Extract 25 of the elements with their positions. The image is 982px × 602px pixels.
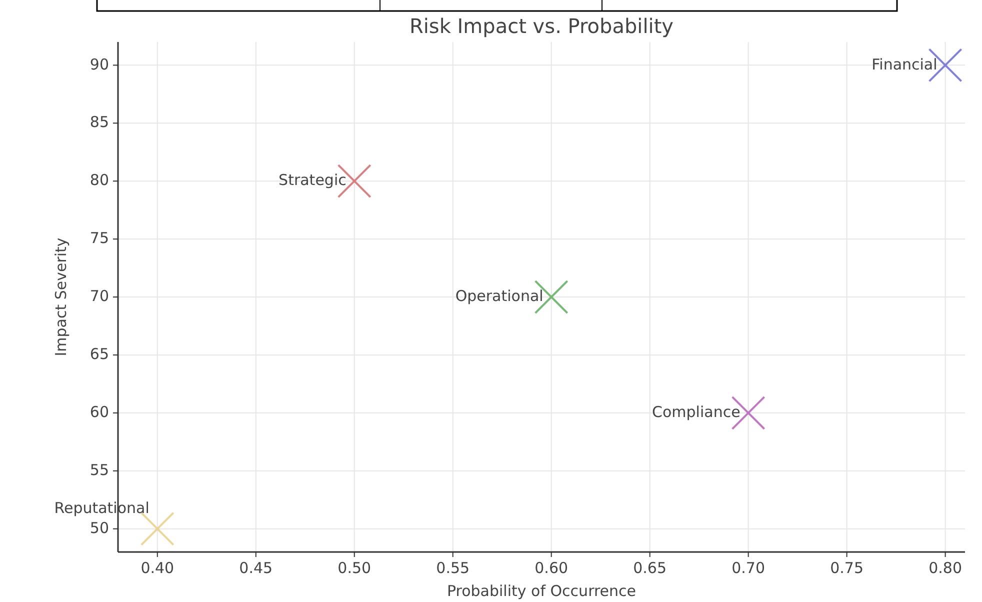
x-tick-label: 0.40 (140, 559, 174, 577)
y-tick-label: 50 (90, 518, 109, 537)
x-tick-label: 0.80 (928, 559, 962, 577)
x-tick-label: 0.75 (830, 559, 864, 577)
y-tick-label: 55 (90, 460, 109, 479)
y-tick-label: 65 (90, 345, 109, 364)
y-tick-label: 85 (90, 113, 109, 132)
series-label: Strategic (278, 171, 346, 190)
y-tick-label: 60 (90, 403, 109, 422)
y-axis-title: Impact Severity (52, 238, 70, 356)
x-tick-label: 0.55 (436, 559, 470, 577)
series-label: Financial (872, 55, 938, 74)
series-label: Compliance (652, 403, 740, 422)
chart-title: Risk Impact vs. Probability (409, 14, 674, 38)
x-tick-label: 0.60 (534, 559, 568, 577)
series-label: Operational (455, 287, 544, 306)
y-tick-label: 70 (90, 287, 109, 306)
x-tick-label: 0.45 (239, 559, 273, 577)
x-tick-label: 0.65 (633, 559, 667, 577)
y-tick-label: 90 (90, 55, 109, 74)
x-tick-label: 0.50 (338, 559, 372, 577)
y-tick-label: 80 (90, 171, 109, 190)
x-axis-title: Probability of Occurrence (446, 582, 636, 600)
y-tick-label: 75 (90, 229, 109, 248)
x-tick-label: 0.70 (732, 559, 766, 577)
